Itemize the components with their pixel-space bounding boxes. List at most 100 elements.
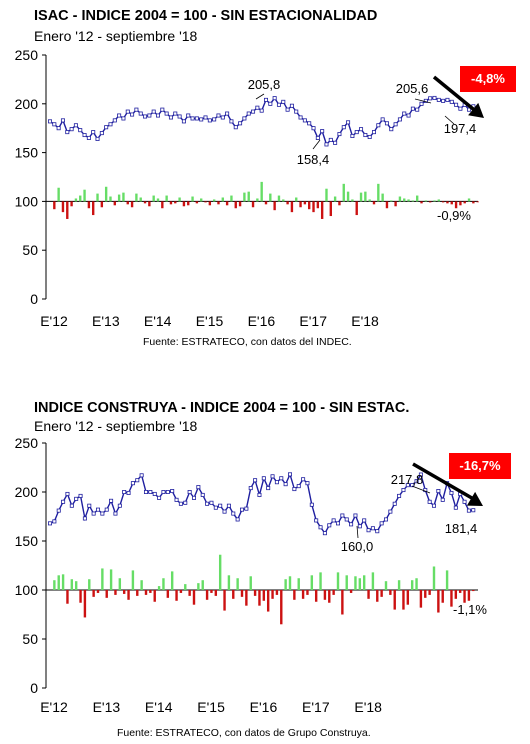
- series-point: [220, 115, 225, 120]
- series-point: [341, 125, 346, 130]
- annotation-label: 205,6: [396, 81, 429, 96]
- chart2-source: Fuente: ESTRATECO, con datos de Grupo Co…: [117, 727, 371, 739]
- x-tick-label: E'12: [40, 313, 68, 329]
- series-point: [285, 107, 290, 112]
- annotation-leader: [312, 139, 321, 150]
- change-bar: [230, 195, 233, 202]
- change-bar: [320, 201, 324, 219]
- series-point: [449, 490, 454, 495]
- series-point: [225, 111, 230, 116]
- change-bar: [358, 578, 362, 590]
- series-point: [359, 127, 364, 132]
- series-point: [418, 472, 423, 477]
- series-point: [52, 519, 57, 524]
- change-bar: [197, 583, 200, 590]
- series-point: [161, 490, 166, 495]
- series-point: [196, 485, 201, 490]
- change-bar: [433, 200, 436, 202]
- change-bar: [333, 196, 337, 202]
- series-point: [109, 498, 114, 503]
- change-bar: [441, 590, 444, 603]
- change-bar: [92, 201, 95, 216]
- series-point: [170, 489, 175, 494]
- change-bar: [415, 578, 418, 590]
- change-bar: [273, 201, 276, 211]
- series-point: [226, 503, 231, 508]
- series-point: [315, 135, 320, 140]
- series-point: [209, 500, 214, 505]
- change-bar: [204, 201, 207, 203]
- series-point: [307, 121, 312, 126]
- series-point: [357, 524, 362, 529]
- series-point: [281, 99, 286, 104]
- change-bar: [53, 580, 56, 590]
- series-point: [130, 481, 135, 486]
- change-bar: [79, 195, 82, 202]
- change-bar: [299, 201, 302, 208]
- x-tick-label: E'16: [248, 313, 276, 329]
- series-point: [388, 509, 393, 514]
- x-tick-label: E'14: [144, 313, 172, 329]
- change-bar: [454, 590, 458, 599]
- series-point: [349, 522, 354, 527]
- x-tick-label: E'15: [196, 313, 224, 329]
- change-bar: [367, 590, 370, 599]
- change-bar: [338, 201, 341, 206]
- change-bar: [354, 576, 357, 590]
- series-point: [207, 118, 212, 123]
- change-bar: [463, 201, 466, 204]
- series-point: [375, 529, 380, 534]
- change-bar: [424, 200, 428, 202]
- chart2-title: INDICE CONSTRUYA - INDICE 2004 = 100 - S…: [34, 400, 410, 416]
- change-bar: [101, 568, 104, 590]
- chart1-title: ISAC - INDICE 2004 = 100 - SIN ESTACIONA…: [34, 8, 378, 24]
- change-bar: [467, 590, 471, 601]
- series-point: [177, 114, 182, 119]
- change-bar: [308, 201, 311, 210]
- change-bar: [428, 590, 431, 595]
- change-bar: [446, 201, 449, 204]
- change-bar: [406, 590, 410, 605]
- change-bar: [416, 195, 419, 202]
- change-bar: [312, 201, 315, 213]
- series-point: [384, 121, 389, 126]
- change-bar: [96, 193, 99, 202]
- chart1-subtitle: Enero '12 - septiembre '18: [34, 28, 198, 44]
- change-bar: [156, 198, 160, 202]
- series-point: [82, 516, 87, 521]
- series-point: [194, 116, 199, 121]
- y-tick-label: 50: [22, 631, 38, 647]
- series-point: [436, 489, 441, 494]
- chart1-change-badge: -4,8%: [460, 66, 516, 92]
- change-bar: [275, 590, 279, 595]
- series-point: [117, 503, 122, 508]
- annotation-label: 205,8: [248, 77, 281, 92]
- trend-arrow-head: [468, 102, 484, 118]
- change-bar: [122, 192, 125, 202]
- series-point: [183, 500, 188, 505]
- series-point: [427, 499, 432, 504]
- chart2-change-badge: -16,7%: [449, 453, 511, 479]
- x-tick-label: E'18: [351, 313, 379, 329]
- series-point: [212, 117, 217, 122]
- change-bar: [140, 580, 143, 590]
- series-point: [60, 118, 65, 123]
- y-tick-label: 100: [15, 193, 39, 209]
- series-point: [48, 521, 53, 526]
- change-bar: [424, 590, 427, 598]
- series-point: [113, 511, 118, 516]
- change-bar: [201, 580, 204, 590]
- series-point: [301, 477, 306, 482]
- x-tick-label: E'18: [354, 699, 382, 715]
- series-point: [410, 483, 415, 488]
- series-point: [419, 101, 424, 106]
- y-tick-label: 50: [22, 242, 38, 258]
- series-point: [213, 505, 218, 510]
- series-point: [397, 117, 402, 122]
- change-bar: [223, 590, 226, 611]
- series-point: [165, 490, 170, 495]
- change-bar: [323, 590, 327, 600]
- change-bar: [245, 590, 248, 606]
- change-bar: [364, 191, 367, 202]
- change-bar: [419, 590, 423, 608]
